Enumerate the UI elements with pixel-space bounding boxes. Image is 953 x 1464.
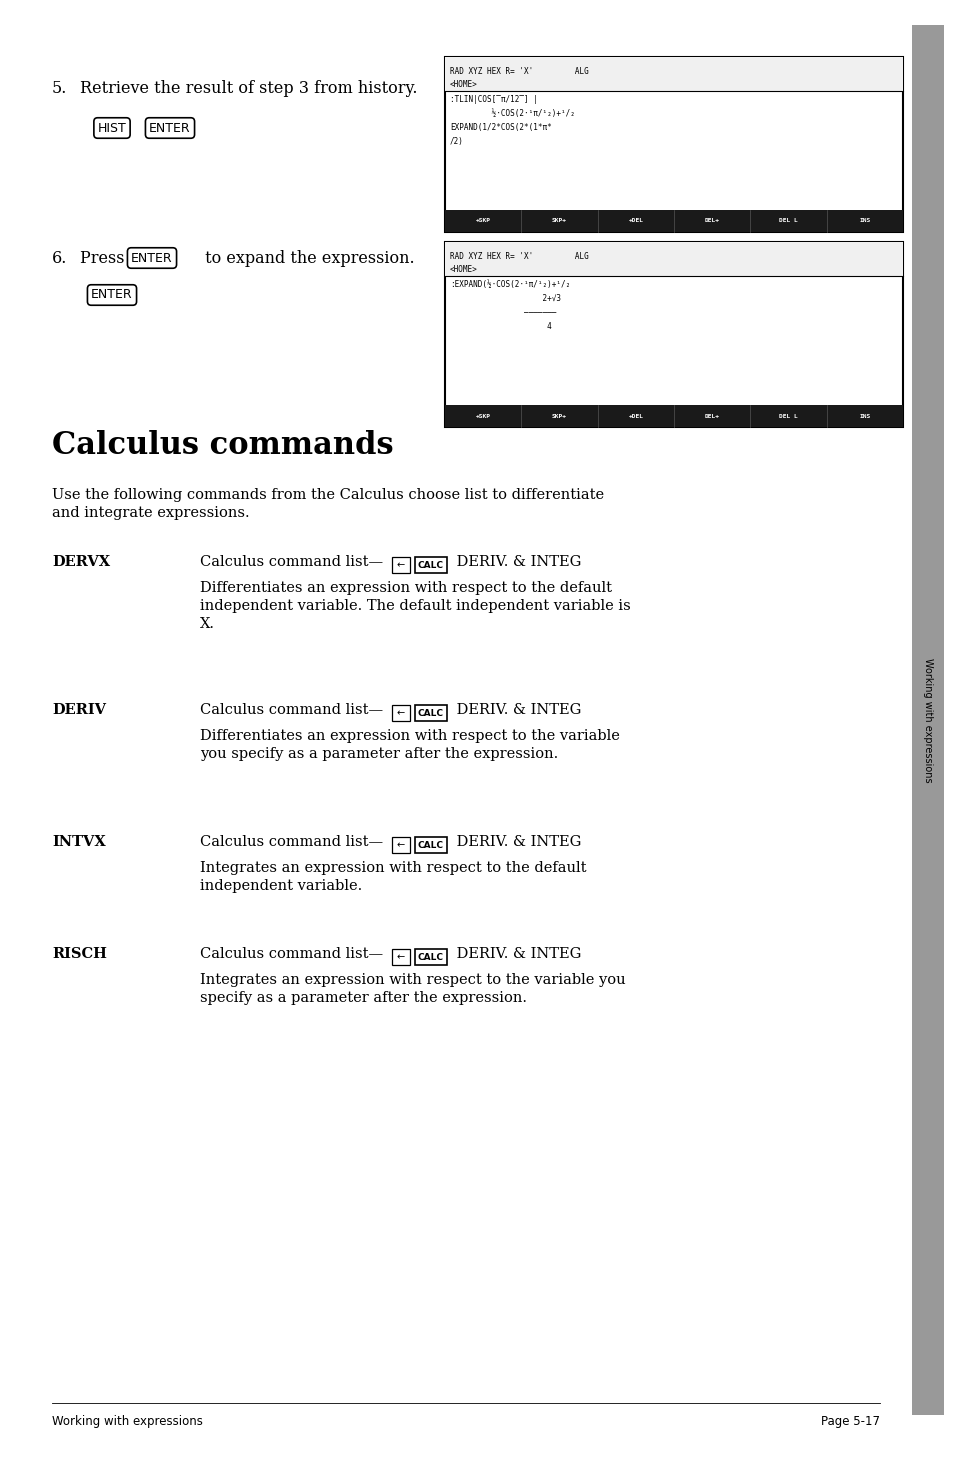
Text: RISCH: RISCH (52, 947, 107, 960)
Text: Page 5-17: Page 5-17 (821, 1416, 879, 1427)
Text: ←: ← (396, 709, 405, 717)
Text: Working with expressions: Working with expressions (52, 1416, 203, 1427)
Text: ―――――――: ――――――― (450, 307, 556, 318)
Text: +SKP: +SKP (476, 413, 490, 419)
Text: +DEL: +DEL (628, 413, 642, 419)
Text: 6.: 6. (52, 250, 68, 266)
Text: ENTER: ENTER (91, 288, 132, 302)
Text: :TLIN|COS[‾π/12‾] |: :TLIN|COS[‾π/12‾] | (450, 95, 537, 104)
Text: to expand the expression.: to expand the expression. (200, 250, 415, 266)
Text: 4: 4 (450, 322, 551, 331)
Text: DERIV. & INTEG: DERIV. & INTEG (452, 555, 580, 569)
Text: DEL+: DEL+ (704, 218, 719, 224)
Text: CALC: CALC (417, 561, 443, 569)
Text: /2): /2) (450, 138, 463, 146)
Bar (911, 25, 943, 1416)
Text: RAD XYZ HEX R= 'X'         ALG: RAD XYZ HEX R= 'X' ALG (450, 252, 588, 261)
Text: DEL+: DEL+ (704, 413, 719, 419)
Text: CALC: CALC (417, 709, 443, 717)
Text: DERIV. & INTEG: DERIV. & INTEG (452, 703, 580, 717)
Bar (415, 949, 447, 965)
Bar (444, 242, 902, 277)
Text: Calculus command list—: Calculus command list— (200, 947, 383, 960)
Text: Differentiates an expression with respect to the variable
you specify as a param: Differentiates an expression with respec… (200, 729, 619, 761)
Text: DERVX: DERVX (52, 555, 110, 569)
Text: Press: Press (80, 250, 130, 266)
Text: INTVX: INTVX (52, 834, 106, 849)
Text: ENTER: ENTER (149, 122, 191, 135)
Text: 5.: 5. (52, 81, 68, 97)
Text: <HOME>: <HOME> (450, 265, 477, 274)
Text: ½·COS(2·¹π/¹₂)+¹/₂: ½·COS(2·¹π/¹₂)+¹/₂ (450, 108, 575, 119)
Bar (444, 406, 902, 427)
Text: EXPAND(1/2*COS(2*(1*π*: EXPAND(1/2*COS(2*(1*π* (450, 123, 551, 132)
Text: Retrieve the result of step 3 from history.: Retrieve the result of step 3 from histo… (80, 81, 417, 97)
Bar (415, 556, 447, 572)
Text: Calculus command list—: Calculus command list— (200, 555, 383, 569)
Text: CALC: CALC (417, 840, 443, 849)
Text: 2+√3: 2+√3 (450, 294, 560, 303)
Text: DEL L: DEL L (779, 413, 797, 419)
Text: ←: ← (396, 561, 405, 569)
Text: ←: ← (396, 840, 405, 851)
Text: +DEL: +DEL (628, 218, 642, 224)
Text: Differentiates an expression with respect to the default
independent variable. T: Differentiates an expression with respec… (200, 581, 630, 631)
Text: INS: INS (859, 413, 869, 419)
Text: <HOME>: <HOME> (450, 81, 477, 89)
Bar (392, 706, 410, 720)
Bar (392, 556, 410, 572)
Text: Calculus command list—: Calculus command list— (200, 703, 383, 717)
Bar (444, 57, 902, 231)
Text: SKP+: SKP+ (552, 413, 566, 419)
Text: :EXPAND(½·COS(2·¹π/¹₂)+¹/₂: :EXPAND(½·COS(2·¹π/¹₂)+¹/₂ (450, 280, 570, 288)
Bar (392, 837, 410, 854)
Text: Integrates an expression with respect to the variable you
specify as a parameter: Integrates an expression with respect to… (200, 974, 625, 1004)
Text: DERIV. & INTEG: DERIV. & INTEG (452, 834, 580, 849)
Text: Use the following commands from the Calculus choose list to differentiate
and in: Use the following commands from the Calc… (52, 488, 603, 520)
Bar (444, 57, 902, 91)
Bar (392, 949, 410, 965)
Text: INS: INS (859, 218, 869, 224)
Text: Calculus commands: Calculus commands (52, 430, 394, 461)
Text: DEL L: DEL L (779, 218, 797, 224)
Text: Integrates an expression with respect to the default
independent variable.: Integrates an expression with respect to… (200, 861, 586, 893)
Text: Working with expressions: Working with expressions (923, 657, 932, 782)
Text: CALC: CALC (417, 953, 443, 962)
Text: HIST: HIST (97, 122, 126, 135)
Text: Calculus command list—: Calculus command list— (200, 834, 383, 849)
Bar (444, 242, 902, 427)
Text: ENTER: ENTER (132, 252, 172, 265)
Text: ←: ← (396, 952, 405, 962)
Text: SKP+: SKP+ (552, 218, 566, 224)
Bar (415, 706, 447, 720)
Bar (415, 837, 447, 854)
Text: DERIV: DERIV (52, 703, 106, 717)
Text: RAD XYZ HEX R= 'X'         ALG: RAD XYZ HEX R= 'X' ALG (450, 67, 588, 76)
Bar (444, 209, 902, 231)
Text: DERIV. & INTEG: DERIV. & INTEG (452, 947, 580, 960)
Text: +SKP: +SKP (476, 218, 490, 224)
